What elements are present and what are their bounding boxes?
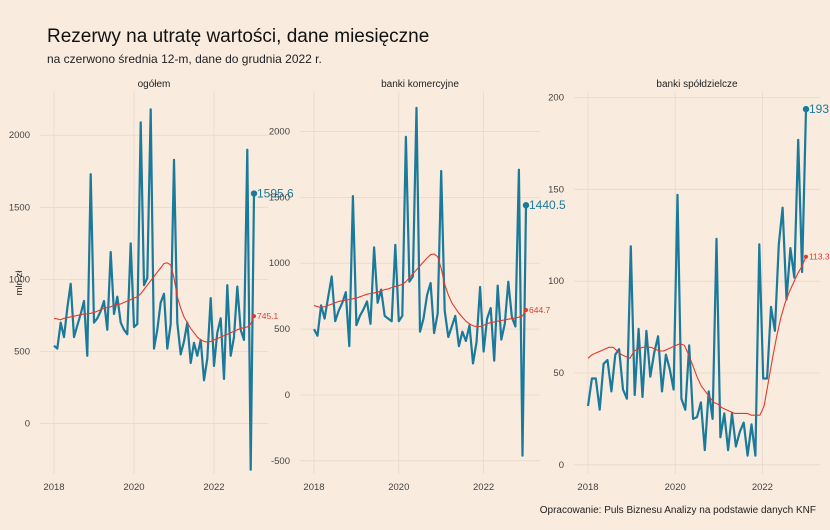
y-tick-label: 100 — [548, 276, 564, 287]
x-tick-label: 2020 — [665, 482, 686, 493]
average-series-line — [313, 253, 527, 328]
y-tick-label: 0 — [25, 419, 30, 430]
x-tick-label: 2018 — [43, 482, 64, 493]
y-tick-label: 150 — [548, 184, 564, 195]
panel-title: banki spółdzielcze — [656, 79, 738, 90]
y-tick-label: 500 — [14, 346, 30, 357]
x-tick-label: 2018 — [577, 482, 598, 493]
y-tick-label: 0 — [285, 390, 290, 401]
end-point-marker — [252, 314, 256, 319]
y-tick-label: 1500 — [269, 192, 290, 203]
y-tick-label: 1000 — [9, 274, 30, 285]
y-tick-label: -500 — [271, 456, 290, 467]
average-end-value-label: 745.1 — [257, 311, 279, 321]
panel-title: ogółem — [138, 79, 171, 90]
chart-title: Rezerwy na utratę wartości, dane miesięc… — [47, 26, 430, 47]
y-axis-title: mln zł — [14, 270, 25, 296]
x-tick-label: 2022 — [203, 482, 224, 493]
monthly-series-line — [313, 106, 528, 457]
panel-2: banki spółdzielcze 0 50 100 150 200 2018 2020 20… — [548, 79, 830, 493]
end-point-marker — [522, 202, 530, 209]
monthly-series-line — [586, 109, 808, 457]
y-tick-label: 200 — [548, 93, 564, 104]
end-point-marker — [250, 190, 258, 197]
y-tick-label: 1500 — [9, 202, 30, 213]
average-series-line — [53, 262, 255, 343]
source-caption: Opracowanie: Puls Biznesu Analizy na pod… — [539, 505, 816, 516]
panel-0: ogółem 0 500 1000 1500 2000 2018 2020 2022 mln zł… — [9, 79, 294, 493]
x-tick-label: 2022 — [752, 482, 773, 493]
end-value-label: 1595.6 — [257, 187, 294, 201]
x-tick-label: 2020 — [123, 482, 144, 493]
end-point-marker — [802, 105, 810, 113]
x-tick-label: 2022 — [473, 482, 494, 493]
y-tick-label: 500 — [274, 324, 290, 335]
y-tick-label: 0 — [559, 460, 564, 471]
y-tick-label: 1000 — [269, 258, 290, 269]
y-tick-label: 2000 — [269, 127, 290, 138]
y-tick-label: 2000 — [9, 130, 30, 141]
x-tick-label: 2018 — [303, 482, 324, 493]
end-value-label: 193.7 — [809, 102, 830, 116]
panel-1: banki komercyjne-50005001000150020002018… — [269, 79, 566, 493]
average-series-line — [587, 256, 807, 416]
end-point-marker — [524, 308, 528, 313]
average-end-value-label: 113.3 — [809, 252, 830, 262]
panel-title: banki komercyjne — [381, 79, 459, 90]
chart-subtitle: na czerwono średnia 12-m, dane do grudni… — [47, 52, 322, 66]
average-end-value-label: 644.7 — [529, 305, 551, 315]
y-tick-label: 50 — [553, 368, 564, 379]
end-point-marker — [804, 254, 808, 259]
monthly-series-line — [53, 108, 256, 471]
x-tick-label: 2020 — [388, 482, 409, 493]
end-value-label: 1440.5 — [529, 198, 566, 212]
